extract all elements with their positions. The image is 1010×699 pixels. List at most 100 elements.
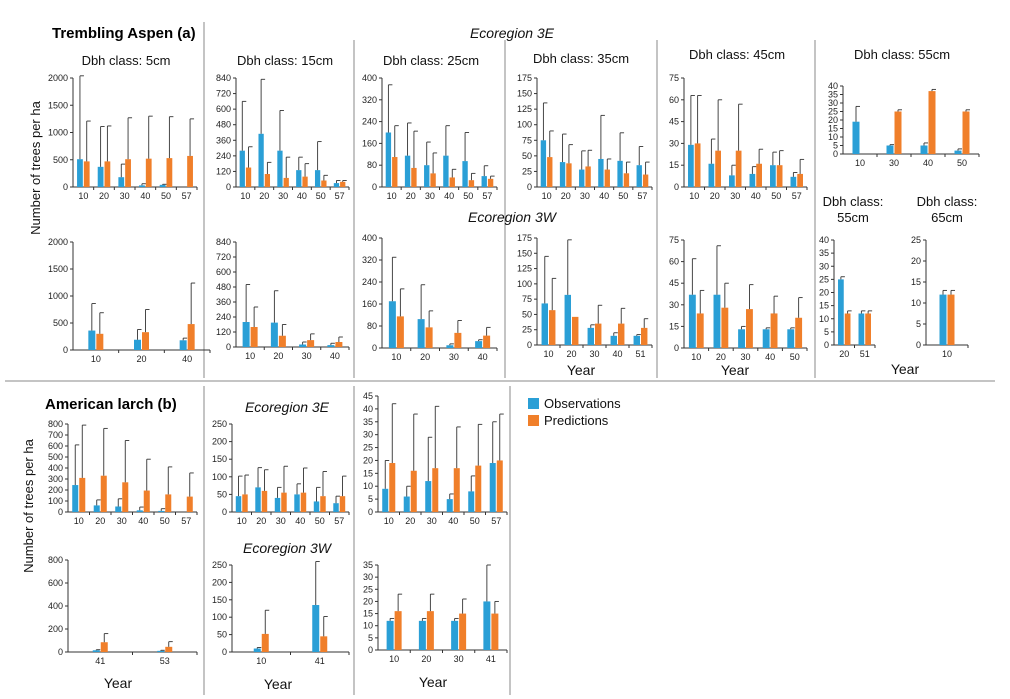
bar-prediction-50 (962, 111, 970, 154)
bar-observation-41 (92, 650, 100, 652)
x-tick-label: 10 (256, 656, 266, 666)
x-tick-label: 10 (78, 191, 88, 201)
bar-observation-30 (277, 150, 283, 187)
bar-observation-10 (235, 496, 242, 512)
bar-prediction-10 (696, 313, 704, 348)
y-tick-label: 0 (222, 647, 227, 657)
y-tick-label: 20 (819, 288, 829, 298)
bar-prediction-40 (618, 323, 625, 345)
x-tick-label: 20 (259, 191, 269, 201)
y-tick-label: 1500 (48, 264, 68, 274)
y-tick-label: 0 (674, 182, 679, 192)
y-axis-label-larch: Number of trees per ha (21, 438, 36, 572)
bar-prediction-10 (389, 463, 396, 512)
bar-prediction-57 (186, 496, 193, 512)
y-tick-label: 0 (226, 342, 231, 352)
x-tick-label: 57 (334, 516, 344, 526)
y-tick-label: 175 (517, 73, 532, 83)
y-tick-label: 0 (372, 182, 377, 192)
bar-observation-10 (386, 620, 394, 650)
bar-prediction-20 (261, 490, 268, 512)
bar-prediction-30 (283, 177, 289, 187)
x-tick-label: 40 (599, 191, 609, 201)
bar-observation-30 (886, 145, 894, 154)
bar-observation-30 (118, 177, 125, 187)
x-tick-label: 50 (957, 158, 967, 168)
bar-observation-30 (738, 329, 745, 348)
x-tick-label: 41 (315, 656, 325, 666)
chart-a3e35: 0 25 50 75 100 125 150 175 10 20 30 40 50 57 (517, 73, 653, 201)
chart-a3e25: 0 80 160 240 320 400 10 20 30 40 50 57 (362, 73, 498, 201)
x-tick-label: 50 (161, 191, 171, 201)
bar-prediction-30 (459, 613, 467, 650)
year-label-bottom-1: Year (104, 675, 133, 691)
bar-observation-50 (617, 160, 623, 187)
x-tick-label: 20 (716, 352, 726, 362)
y-tick-label: 160 (362, 299, 377, 309)
x-tick-label: 10 (691, 352, 701, 362)
y-tick-label: 200 (48, 485, 63, 495)
x-tick-label: 10 (542, 191, 552, 201)
y-tick-label: 600 (216, 104, 231, 114)
bar-prediction-57 (339, 496, 346, 512)
y-tick-label: 0 (368, 645, 373, 655)
y-tick-label: 800 (48, 419, 63, 429)
x-tick-label: 30 (580, 191, 590, 201)
x-tick-label: 51 (635, 349, 645, 359)
x-tick-label: 40 (751, 191, 761, 201)
y-tick-label: 15 (819, 301, 829, 311)
bar-observation-30 (115, 506, 122, 512)
x-tick-label: 40 (923, 158, 933, 168)
y-tick-label: 480 (216, 120, 231, 130)
y-tick-label: 400 (48, 463, 63, 473)
y-tick-label: 250 (212, 419, 227, 429)
dbh-title-55cm-3w: Dbh class: 55cm (823, 194, 884, 225)
y-tick-label: 240 (216, 312, 231, 322)
y-tick-label: 40 (363, 404, 373, 414)
y-tick-label: 0 (63, 182, 68, 192)
bar-prediction-41 (491, 613, 499, 650)
y-tick-label: 240 (216, 151, 231, 161)
y-tick-label: 30 (363, 572, 373, 582)
x-tick-label: 57 (182, 191, 192, 201)
x-tick-label: 20 (839, 349, 849, 359)
x-tick-label: 10 (245, 351, 255, 361)
x-tick-label: 30 (449, 352, 459, 362)
x-tick-label: 30 (276, 516, 286, 526)
bar-observation-20 (708, 163, 715, 187)
bar-observation-40 (443, 155, 449, 187)
y-tick-label: 0 (916, 340, 921, 350)
bar-observation-20 (713, 294, 721, 348)
bar-observation-20 (403, 496, 410, 512)
bar-prediction-30 (430, 173, 436, 187)
bar-prediction-50 (795, 317, 803, 348)
bar-prediction-10 (261, 633, 269, 652)
y-axis-label-aspen: Number of trees per ha (28, 100, 43, 234)
bar-prediction-10 (245, 167, 252, 187)
x-tick-label: 10 (689, 191, 699, 201)
y-tick-label: 15 (363, 609, 373, 619)
y-tick-label: 30 (363, 430, 373, 440)
y-tick-label: 125 (517, 104, 532, 114)
x-tick-label: 40 (295, 516, 305, 526)
bar-prediction-30 (122, 482, 129, 512)
y-tick-label: 150 (517, 248, 532, 258)
bar-observation-51 (633, 335, 640, 345)
y-tick-label: 500 (53, 318, 68, 328)
bar-observation-40 (446, 499, 453, 512)
y-tick-label: 0 (58, 507, 63, 517)
bar-observation-50 (770, 165, 776, 187)
ecoregion-3e-title-bottom: Ecoregion 3E (245, 399, 330, 415)
y-tick-label: 360 (216, 135, 231, 145)
chart-b3w1: 0 200 400 600 800 41 53 (48, 555, 198, 666)
bar-prediction-20 (426, 611, 434, 650)
bar-prediction-30 (454, 332, 462, 348)
x-tick-label: 30 (302, 351, 312, 361)
x-tick-label: 40 (140, 191, 150, 201)
bar-observation-20 (417, 319, 425, 348)
y-tick-label: 360 (216, 297, 231, 307)
bar-prediction-30 (432, 468, 439, 512)
y-tick-label: 10 (363, 481, 373, 491)
y-tick-label: 80 (367, 160, 377, 170)
